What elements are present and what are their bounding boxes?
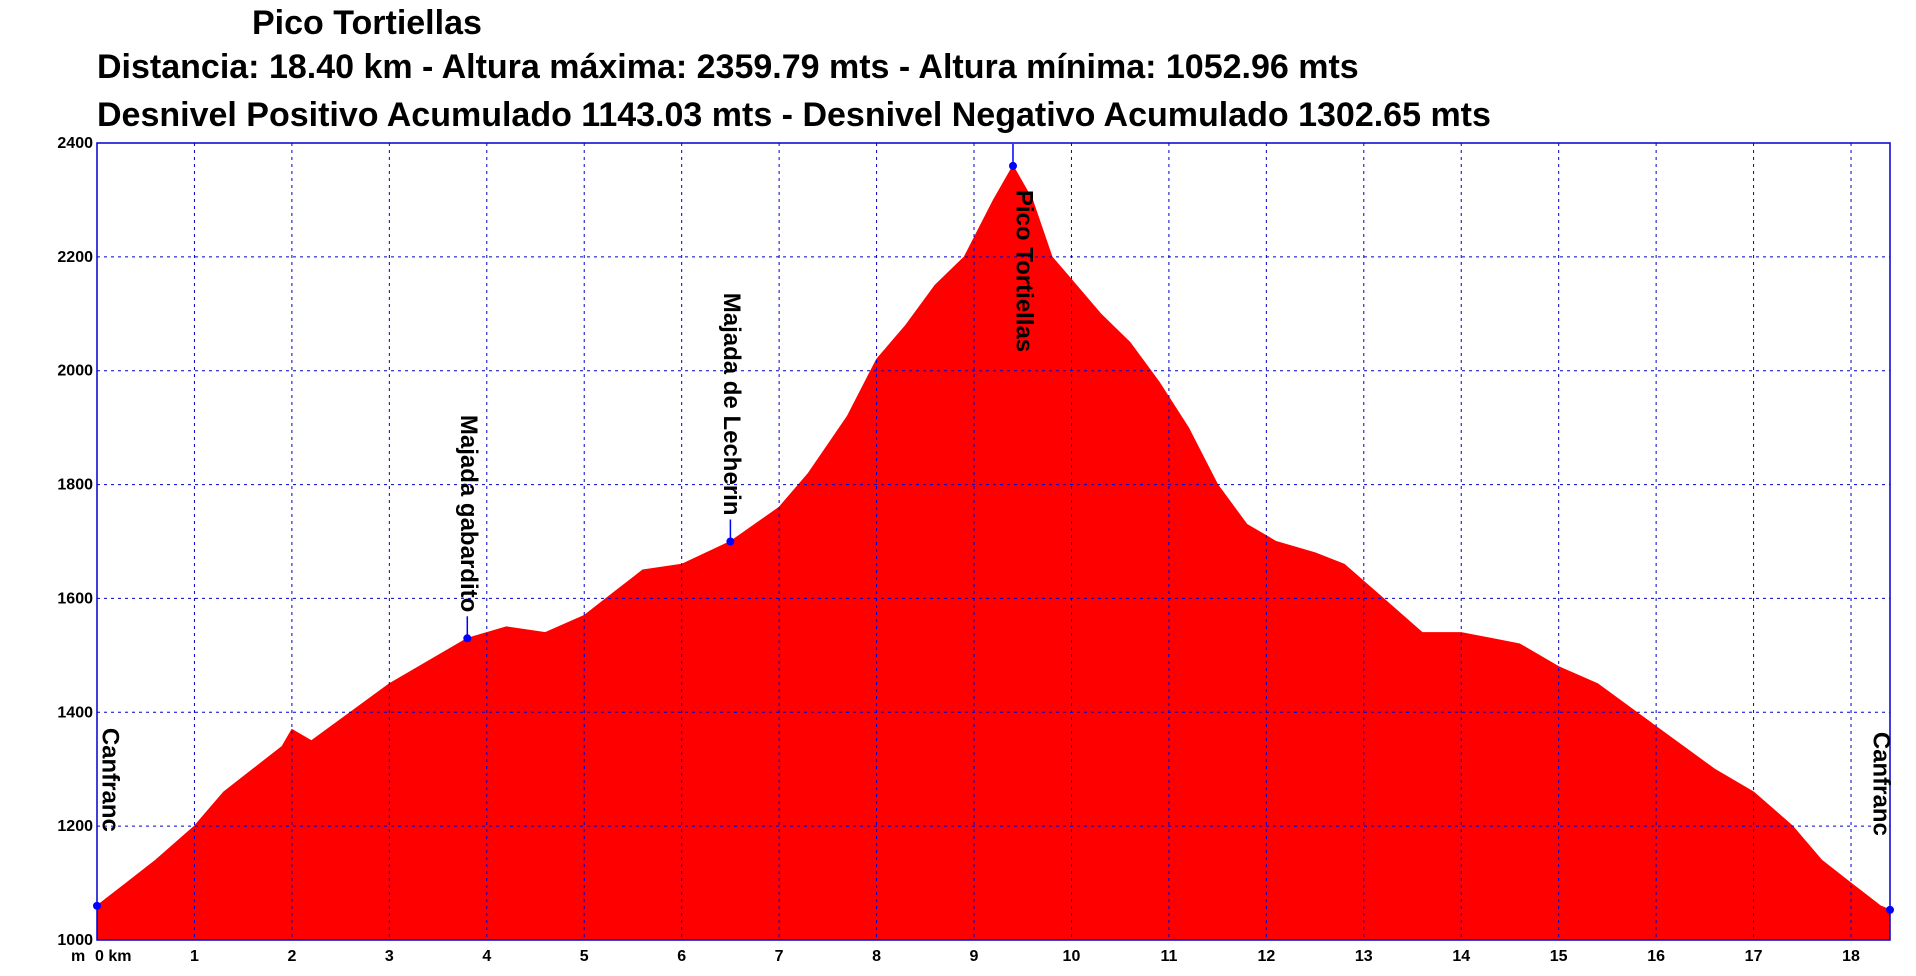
x-tick-label: 18 <box>1842 948 1860 965</box>
y-tick-label: 2000 <box>57 363 93 380</box>
waypoint-label: Pico Tortiellas <box>1011 190 1038 352</box>
x-tick-label: 11 <box>1160 948 1177 965</box>
y-tick-label: 2400 <box>57 135 93 152</box>
x-tick-label: 13 <box>1355 948 1373 965</box>
y-tick-label: 2200 <box>57 249 93 266</box>
x-tick-label: 6 <box>677 948 686 965</box>
chart-subtitle-distance-altitude: Distancia: 18.40 km - Altura máxima: 235… <box>97 48 1359 86</box>
grid-layer <box>97 143 1890 940</box>
x-tick-label: 0 km <box>95 948 131 965</box>
x-tick-label: 7 <box>775 948 784 965</box>
y-tick-label: 1000 <box>57 932 93 949</box>
waypoint-dot <box>726 537 735 546</box>
plot-border <box>96 142 1891 941</box>
y-unit-label: m <box>71 948 85 965</box>
chart-title: Pico Tortiellas <box>252 4 482 42</box>
plot-frame <box>96 142 1891 941</box>
waypoint-dot <box>1008 161 1017 170</box>
waypoint-label: Majada gabardito <box>455 415 482 612</box>
y-tick-label: 1200 <box>57 818 93 835</box>
x-tick-label: 1 <box>190 948 199 965</box>
waypoint-marker: Canfranc <box>93 728 124 910</box>
y-tick-label: 1800 <box>57 477 93 494</box>
x-tick-label: 9 <box>970 948 979 965</box>
waypoint-marker: Majada de Lecherin <box>718 293 745 546</box>
chart-subtitle-elevation-gain: Desnivel Positivo Acumulado 1143.03 mts … <box>97 96 1491 134</box>
waypoint-dot <box>1886 905 1894 914</box>
x-tick-label: 17 <box>1745 948 1763 965</box>
y-tick-label: 1400 <box>57 704 93 721</box>
waypoint-marker: Majada gabardito <box>455 415 482 643</box>
x-tick-label: 5 <box>580 948 589 965</box>
waypoint-marker: Canfranc <box>1868 732 1895 914</box>
waypoints: Canfranc Majada gabardito Majada de Lecher… <box>93 143 1895 914</box>
x-tick-label: 10 <box>1063 948 1081 965</box>
x-tick-label: 3 <box>385 948 394 965</box>
waypoint-label: Majada de Lecherin <box>718 293 745 516</box>
waypoint-dot <box>463 634 472 643</box>
x-tick-label: 15 <box>1550 948 1568 965</box>
elevation-area <box>96 164 1891 941</box>
waypoint-marker: Pico Tortiellas <box>1008 143 1038 352</box>
x-tick-label: 12 <box>1257 948 1275 965</box>
y-axis: 1000 1200 1400 1600 1800 2000 2200 2400 <box>57 135 93 949</box>
waypoint-dot <box>93 901 101 910</box>
x-tick-label: 2 <box>287 948 296 965</box>
waypoint-label: Canfranc <box>1868 732 1895 836</box>
x-tick-label: 16 <box>1647 948 1665 965</box>
x-tick-label: 8 <box>872 948 881 965</box>
waypoint-label: Canfranc <box>97 728 124 832</box>
area-layer <box>96 164 1891 941</box>
x-tick-label: 14 <box>1452 948 1470 965</box>
y-tick-label: 1600 <box>57 590 93 607</box>
x-tick-label: 4 <box>482 948 491 965</box>
